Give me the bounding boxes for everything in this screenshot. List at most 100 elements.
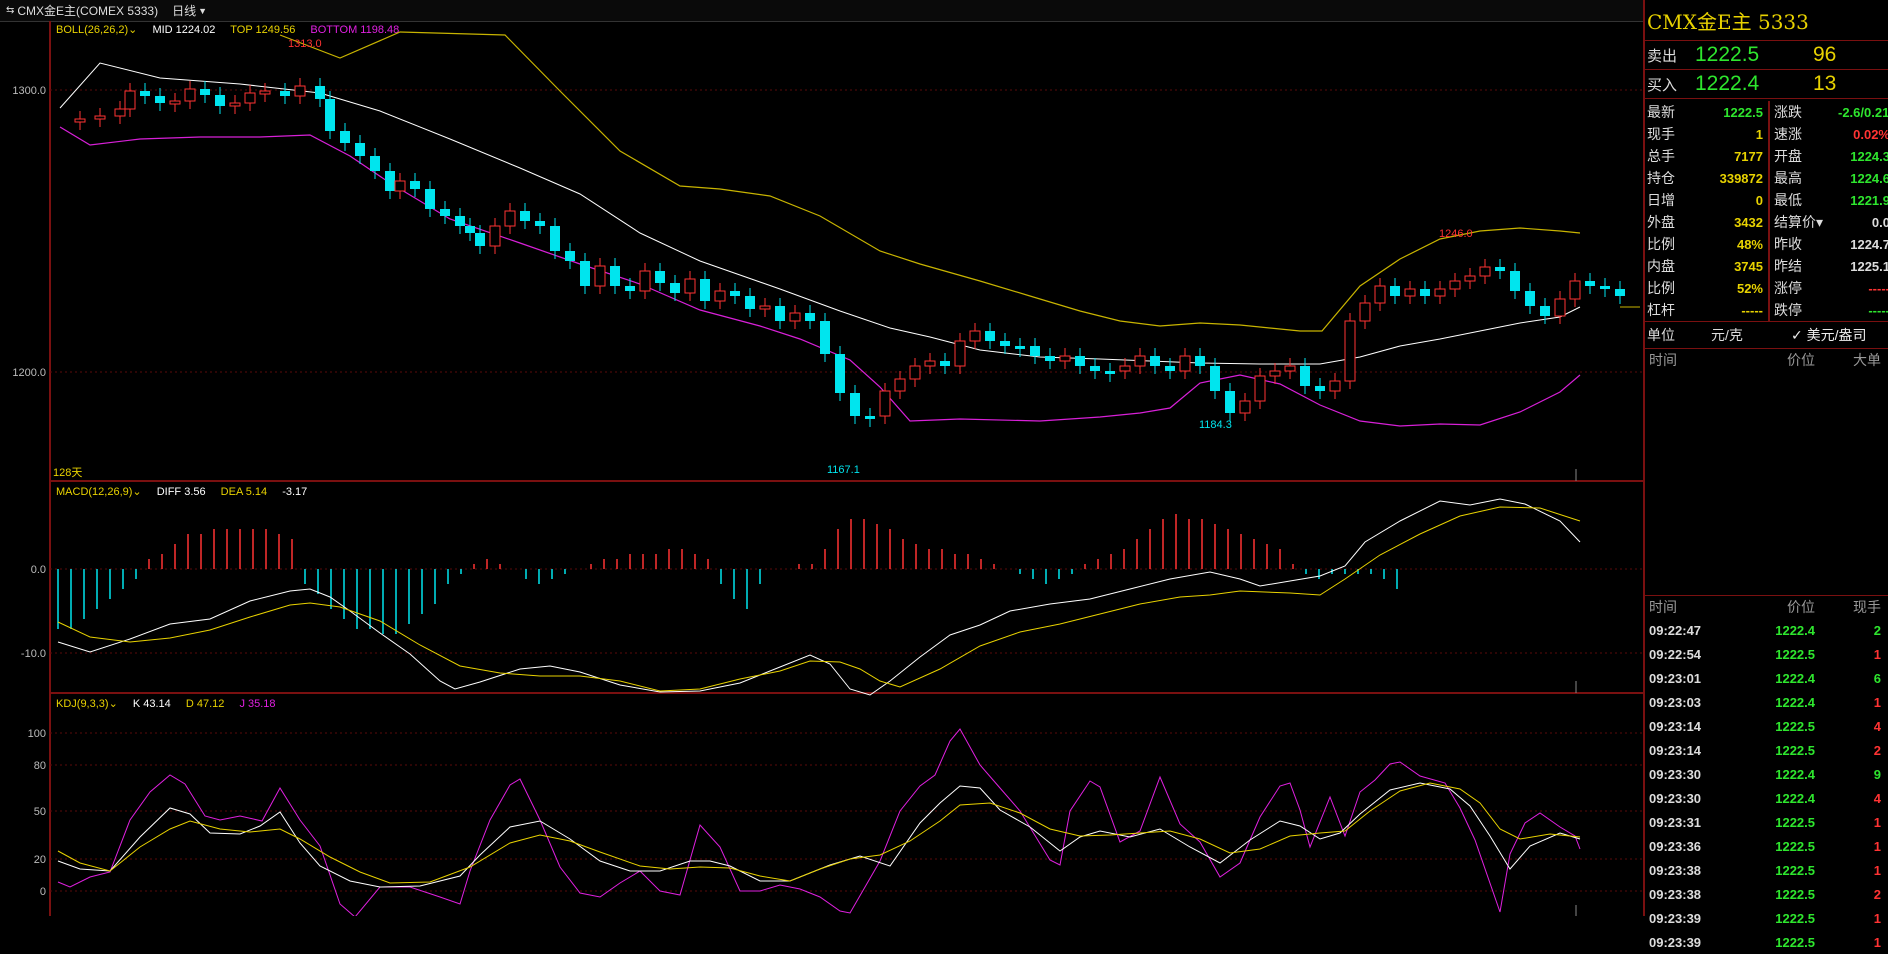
candle[interactable] xyxy=(775,306,785,321)
candle[interactable] xyxy=(1119,365,1131,372)
candle[interactable] xyxy=(520,211,530,221)
kdj-indicator-label[interactable]: KDJ(9,3,3) xyxy=(56,698,109,710)
candle[interactable] xyxy=(700,279,710,301)
tick-row[interactable]: 09:22:54 1222.5 1 xyxy=(1645,642,1888,666)
candle[interactable] xyxy=(835,354,845,393)
candle[interactable] xyxy=(1404,288,1416,297)
candle[interactable] xyxy=(140,91,150,96)
candle[interactable] xyxy=(94,115,106,120)
candle[interactable] xyxy=(294,85,306,97)
candle[interactable] xyxy=(114,108,126,117)
candle[interactable] xyxy=(639,270,651,292)
candle[interactable] xyxy=(394,180,406,192)
candle[interactable] xyxy=(259,90,271,95)
candle[interactable] xyxy=(475,233,485,246)
candle[interactable] xyxy=(1359,302,1371,322)
candle[interactable] xyxy=(1569,280,1581,300)
candle[interactable] xyxy=(1030,346,1040,356)
candle[interactable] xyxy=(789,312,801,322)
candle[interactable] xyxy=(625,286,635,291)
period-selector[interactable]: 日线 ▼ xyxy=(172,2,207,19)
candle[interactable] xyxy=(1254,375,1266,402)
tick-row[interactable]: 09:23:14 1222.5 2 xyxy=(1645,738,1888,762)
tick-row[interactable]: 09:23:30 1222.4 9 xyxy=(1645,762,1888,786)
candle[interactable] xyxy=(1045,356,1055,361)
candle[interactable] xyxy=(1134,355,1146,367)
tick-row[interactable]: 09:23:01 1222.4 6 xyxy=(1645,666,1888,690)
candle[interactable] xyxy=(535,221,545,226)
candle[interactable] xyxy=(670,283,680,293)
candle[interactable] xyxy=(594,265,606,287)
candle[interactable] xyxy=(805,313,815,321)
tick-row[interactable]: 09:22:47 1222.4 2 xyxy=(1645,618,1888,642)
candle[interactable] xyxy=(229,102,241,107)
candle[interactable] xyxy=(315,86,325,99)
candle[interactable] xyxy=(1015,346,1025,349)
candle[interactable] xyxy=(924,360,936,367)
candle[interactable] xyxy=(1315,386,1325,391)
candle[interactable] xyxy=(1165,366,1175,371)
candle[interactable] xyxy=(1225,391,1235,413)
candle[interactable] xyxy=(1210,366,1220,391)
candle[interactable] xyxy=(1344,320,1356,382)
candle[interactable] xyxy=(1374,285,1386,304)
candle[interactable] xyxy=(865,416,875,419)
candle[interactable] xyxy=(355,143,365,156)
candle[interactable] xyxy=(1464,275,1476,282)
candle[interactable] xyxy=(1420,289,1430,296)
candle[interactable] xyxy=(1525,291,1535,306)
tick-row[interactable]: 09:23:03 1222.4 1 xyxy=(1645,690,1888,714)
chart-area[interactable]: 1300.0 1200.0 0.0 -10.0 100 80 50 20 0 B… xyxy=(0,21,1643,916)
candle[interactable] xyxy=(1075,356,1085,366)
tick-row[interactable]: 09:23:14 1222.5 4 xyxy=(1645,714,1888,738)
candle[interactable] xyxy=(244,92,256,104)
candle[interactable] xyxy=(954,340,966,367)
candle[interactable] xyxy=(684,278,696,294)
tick-list[interactable]: 09:22:47 1222.4 2 09:22:54 1222.5 1 09:23:01 12… xyxy=(1645,618,1888,954)
candle[interactable] xyxy=(1300,366,1310,386)
candle[interactable] xyxy=(1059,355,1071,362)
candle[interactable] xyxy=(1150,356,1160,366)
candle[interactable] xyxy=(1284,365,1296,372)
candle[interactable] xyxy=(820,321,830,354)
candle[interactable] xyxy=(655,271,665,283)
macd-indicator-label[interactable]: MACD(12,26,9) xyxy=(56,486,132,498)
candle[interactable] xyxy=(325,99,335,131)
candle[interactable] xyxy=(1615,289,1625,296)
candle[interactable] xyxy=(714,290,726,302)
candle[interactable] xyxy=(489,225,501,247)
candle[interactable] xyxy=(504,210,516,227)
candle[interactable] xyxy=(1269,370,1281,377)
tick-row[interactable]: 09:23:30 1222.4 4 xyxy=(1645,786,1888,810)
candle[interactable] xyxy=(1495,267,1505,271)
candle[interactable] xyxy=(1585,281,1595,286)
candle[interactable] xyxy=(909,365,921,380)
sell-quote[interactable]: 卖出 1222.5 96 xyxy=(1645,41,1888,70)
tick-row[interactable]: 09:23:31 1222.5 1 xyxy=(1645,810,1888,834)
candle[interactable] xyxy=(1179,355,1191,372)
candle[interactable] xyxy=(370,156,380,171)
candle[interactable] xyxy=(1390,286,1400,296)
candle[interactable] xyxy=(184,88,196,102)
big-order-list[interactable] xyxy=(1645,371,1888,596)
tick-row[interactable]: 09:23:38 1222.5 2 xyxy=(1645,882,1888,906)
candle[interactable] xyxy=(169,100,181,105)
candle[interactable] xyxy=(440,209,450,216)
candle[interactable] xyxy=(985,331,995,341)
candle[interactable] xyxy=(969,330,981,342)
candle[interactable] xyxy=(74,118,86,123)
candle[interactable] xyxy=(730,291,740,296)
candlesticks[interactable] xyxy=(74,78,1625,427)
candle[interactable] xyxy=(1000,341,1010,346)
tick-row[interactable]: 09:23:36 1222.5 1 xyxy=(1645,834,1888,858)
candle[interactable] xyxy=(385,171,395,191)
candle[interactable] xyxy=(745,296,755,309)
candle[interactable] xyxy=(1540,306,1550,316)
candle[interactable] xyxy=(215,95,225,106)
candle[interactable] xyxy=(940,361,950,366)
candle[interactable] xyxy=(1449,280,1461,290)
candle[interactable] xyxy=(894,378,906,392)
candle[interactable] xyxy=(425,189,435,209)
candle[interactable] xyxy=(759,305,771,310)
boll-indicator-label[interactable]: BOLL(26,26,2) xyxy=(56,24,128,36)
